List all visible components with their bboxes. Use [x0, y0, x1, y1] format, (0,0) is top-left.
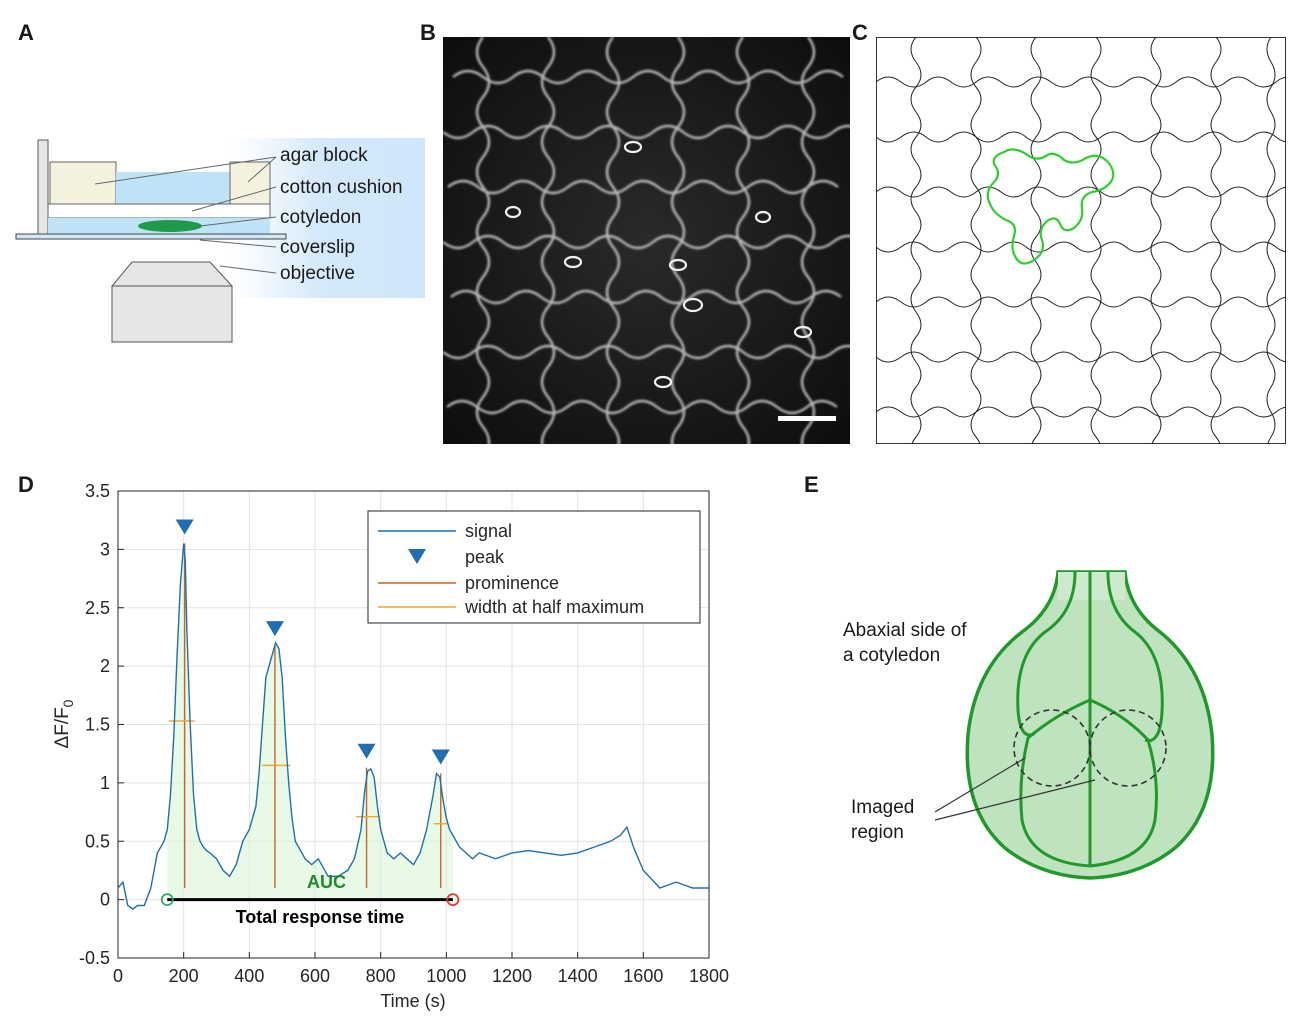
cotton-cushion — [47, 203, 271, 219]
agar-block-right — [229, 161, 271, 205]
legend-entry-peak: peak — [465, 547, 505, 567]
legend: signal peak prominence width at half max… — [367, 510, 701, 624]
stand-post — [37, 139, 49, 237]
y-tick-label-6: 2.5 — [85, 598, 110, 618]
x-tick-label-0: 0 — [113, 966, 123, 986]
x-tick-label-5: 1000 — [426, 966, 466, 986]
legend-entry-signal: signal — [465, 521, 512, 541]
label-coverslip: coverslip — [280, 237, 355, 258]
segmentation-frame — [876, 37, 1286, 444]
y-tick-label-8: 3.5 — [85, 481, 110, 501]
prominence-lines — [183, 543, 442, 888]
cell-outlines — [876, 37, 1286, 444]
panel-e-imaged-line1: Imaged — [851, 797, 915, 818]
peak-marker-2 — [357, 743, 376, 759]
y-tick-label-0: -0.5 — [79, 948, 110, 968]
panel-e-title-line2: a cotyledon — [843, 645, 941, 666]
veins — [1016, 571, 1164, 868]
x-tick-label-3: 600 — [300, 966, 330, 986]
y-tick-label-2: 0.5 — [85, 831, 110, 851]
panel-letter-d: D — [18, 472, 34, 497]
label-cotyledon: cotyledon — [280, 207, 362, 228]
y-axis-label-main: ΔF/F — [52, 707, 73, 748]
x-tick-label-2: 400 — [234, 966, 264, 986]
response-end-marker — [446, 893, 460, 907]
auc-label: AUC — [307, 872, 346, 892]
micrograph-background — [443, 37, 850, 444]
objective-body — [111, 285, 233, 343]
cell-walls — [443, 37, 850, 444]
panel-letter-a: A — [18, 20, 34, 45]
x-tick-label-8: 1600 — [623, 966, 663, 986]
x-tick-label-6: 1200 — [492, 966, 532, 986]
y-tick-label-3: 1 — [100, 773, 110, 793]
x-tick-label-9: 1800 — [689, 966, 729, 986]
panel-a-schematic — [15, 138, 425, 343]
panel-c-segmentation — [876, 37, 1286, 444]
peak-marker-1 — [265, 621, 284, 637]
label-cotton-cushion: cotton cushion — [280, 177, 403, 198]
stomata — [504, 140, 813, 389]
imaged-region-left — [1013, 709, 1091, 787]
y-tick-label-1: 0 — [100, 890, 110, 910]
x-tick-labels: 0 200 400 600 800 1000 1200 1400 1600 1800 — [113, 952, 729, 986]
cotyledon-shape — [138, 220, 202, 232]
panel-e-imaged-line2: region — [851, 822, 904, 843]
legend-entry-width: width at half maximum — [464, 597, 644, 617]
label-agar-block: agar block — [280, 145, 368, 166]
panel-e-cotyledon — [934, 570, 1215, 880]
signal-line — [117, 543, 709, 910]
water — [116, 172, 230, 204]
panel-letter-b: B — [420, 20, 436, 45]
peak-marker-3 — [431, 749, 450, 765]
y-tick-label-4: 1.5 — [85, 715, 110, 735]
auc-area — [167, 543, 453, 900]
pointer-line-1 — [934, 757, 1026, 813]
legend-box — [367, 510, 701, 624]
response-start-marker — [160, 893, 174, 907]
panel-b-micrograph — [443, 37, 850, 444]
total-response-label: Total response time — [236, 907, 405, 927]
objective-top — [110, 261, 234, 287]
chart-d: AUC Total response time 0 200 400 600 800 100… — [52, 481, 729, 1011]
agar-block-left — [49, 161, 117, 205]
y-axis-label: ΔF/F0 — [52, 699, 76, 748]
x-axis-label: Time (s) — [380, 991, 445, 1011]
y-tick-labels: -0.5 0 0.5 1 1.5 2 2.5 3 3.5 — [79, 481, 124, 968]
highlighted-cell — [986, 148, 1115, 265]
pointer-line-2 — [934, 779, 1096, 821]
imaged-region-right — [1089, 709, 1167, 787]
panel-letter-e: E — [804, 472, 819, 497]
y-axis-label-sub: 0 — [60, 699, 76, 707]
label-objective: objective — [280, 263, 355, 284]
scale-bar — [778, 416, 836, 421]
peak-marker-0 — [175, 519, 194, 535]
panel-letter-c: C — [852, 20, 868, 45]
x-tick-label-4: 800 — [366, 966, 396, 986]
width-lines — [168, 720, 448, 825]
y-tick-label-5: 2 — [100, 656, 110, 676]
x-tick-label-1: 200 — [169, 966, 199, 986]
x-tick-label-7: 1400 — [558, 966, 598, 986]
y-tick-label-7: 3 — [100, 539, 110, 559]
panel-e-title-line1: Abaxial side of — [843, 620, 967, 641]
legend-entry-prominence: prominence — [465, 573, 559, 593]
legend-peak-swatch — [408, 549, 426, 564]
peak-markers — [175, 519, 450, 765]
coverslip-shape — [15, 233, 287, 240]
